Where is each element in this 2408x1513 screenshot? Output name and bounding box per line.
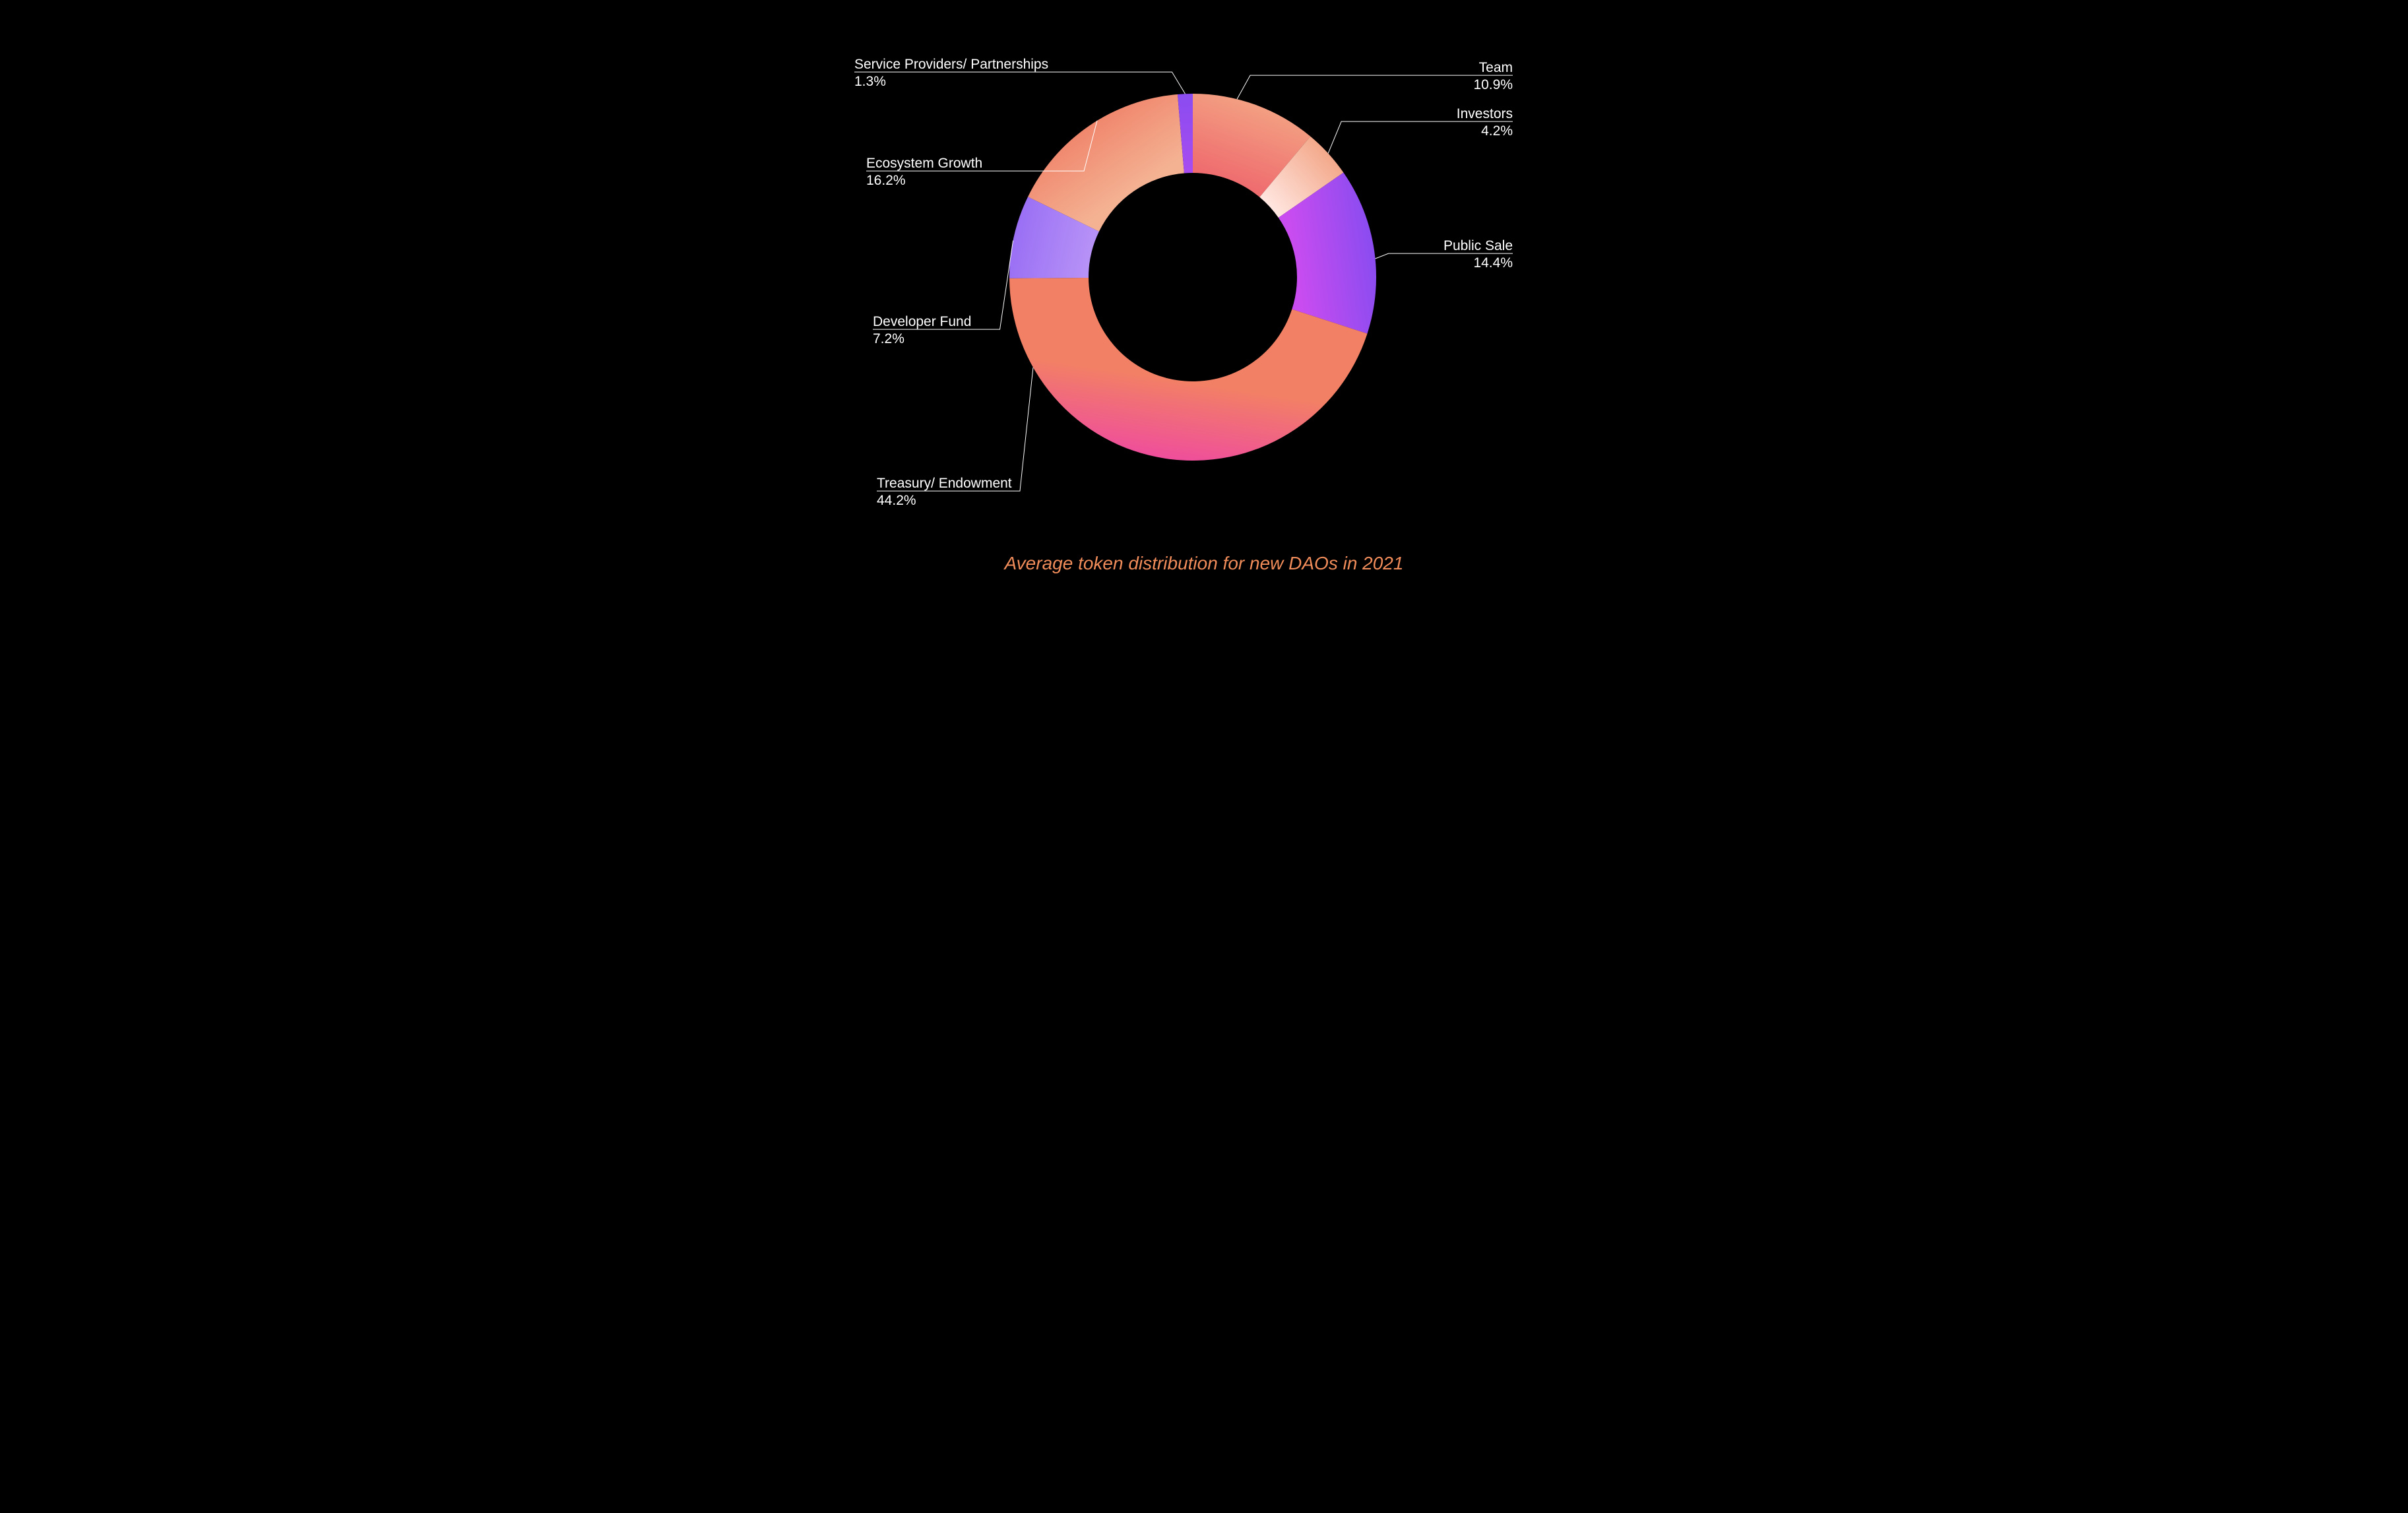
leader-line-treasury [877,368,1033,491]
label-service-providers-value: 1.3% [854,73,1048,90]
label-service-providers-title: Service Providers/ Partnerships [854,56,1048,73]
label-team-value: 10.9% [1473,77,1513,94]
label-ecosystem-growth-value: 16.2% [866,172,982,189]
chart-caption: Average token distribution for new DAOs … [722,553,1686,574]
label-developer-fund-value: 7.2% [873,331,971,348]
donut-chart-svg [722,0,1686,605]
label-public-sale-title: Public Sale [1443,238,1513,255]
label-developer-fund-title: Developer Fund [873,313,971,331]
leader-line-team [1237,75,1513,99]
label-public-sale: Public Sale 14.4% [1443,238,1513,273]
label-investors-value: 4.2% [1457,123,1513,140]
label-investors: Investors 4.2% [1457,106,1513,141]
label-treasury-title: Treasury/ Endowment [877,475,1012,492]
chart-stage: Team 10.9% Investors 4.2% Public Sale 14… [722,0,1686,605]
label-team-title: Team [1473,59,1513,77]
label-treasury-value: 44.2% [877,492,1012,509]
label-treasury: Treasury/ Endowment 44.2% [877,475,1012,510]
label-developer-fund: Developer Fund 7.2% [873,313,971,348]
label-public-sale-value: 14.4% [1443,255,1513,272]
label-team: Team 10.9% [1473,59,1513,94]
label-service-providers: Service Providers/ Partnerships 1.3% [854,56,1048,91]
label-ecosystem-growth-title: Ecosystem Growth [866,155,982,172]
label-ecosystem-growth: Ecosystem Growth 16.2% [866,155,982,190]
label-investors-title: Investors [1457,106,1513,123]
